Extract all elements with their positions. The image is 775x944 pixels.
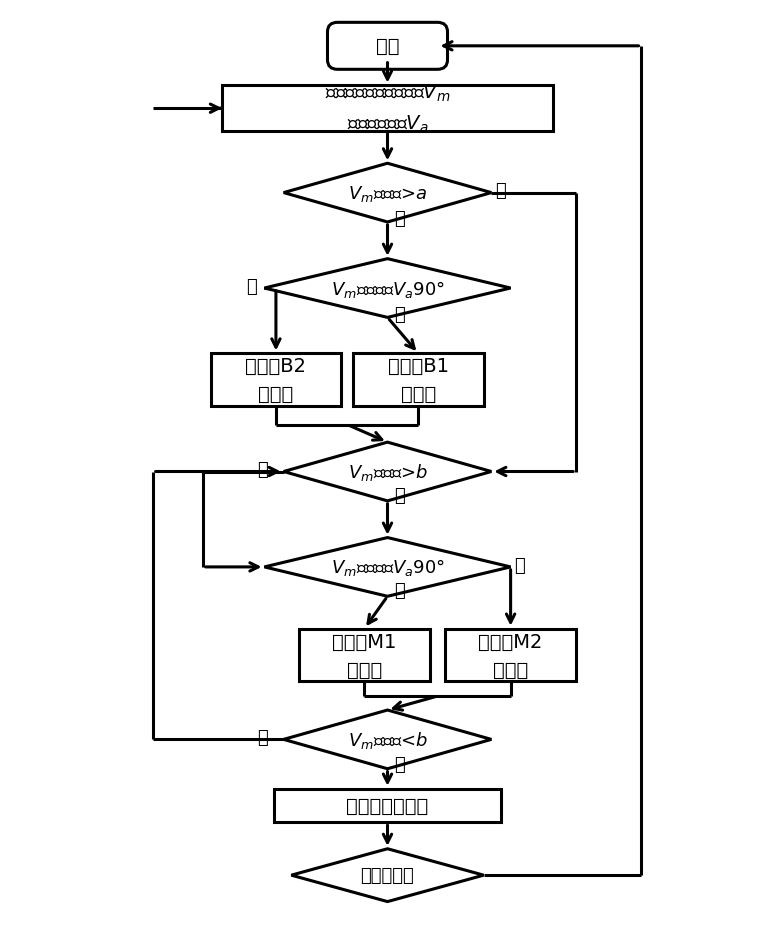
Text: 支撑梁B2
处修形: 支撑梁B2 处修形 [246, 357, 306, 404]
Text: 否: 否 [257, 461, 268, 479]
Text: 否: 否 [257, 729, 268, 747]
Polygon shape [264, 260, 511, 318]
Text: $V_m$峰峰值<$b$: $V_m$峰峰值<$b$ [348, 729, 427, 750]
Text: $V_m$相位超前$V_a$90°: $V_m$相位超前$V_a$90° [331, 557, 444, 578]
Text: 开始: 开始 [376, 37, 399, 57]
Text: 否: 否 [515, 556, 525, 574]
Bar [222, 86, 553, 132]
Text: 质量块M1
处修形: 质量块M1 处修形 [332, 632, 397, 679]
Text: $V_m$峰峰值>$b$: $V_m$峰峰值>$b$ [348, 462, 427, 482]
Polygon shape [284, 164, 491, 223]
Text: 下一个陀螺: 下一个陀螺 [360, 867, 415, 885]
Polygon shape [291, 849, 484, 902]
Polygon shape [264, 538, 511, 597]
Text: 是: 是 [394, 211, 405, 228]
Text: 测量模态耦合误差信号$V_m$
以及驱动信号$V_a$: 测量模态耦合误差信号$V_m$ 以及驱动信号$V_a$ [325, 83, 450, 135]
Text: $V_m$峰峰值>$a$: $V_m$峰峰值>$a$ [348, 183, 427, 203]
Text: $V_m$相位超前$V_a$90°: $V_m$相位超前$V_a$90° [331, 278, 444, 299]
Text: 是: 是 [394, 486, 405, 504]
Bar [353, 354, 484, 407]
Bar [299, 629, 430, 682]
Text: 否: 否 [246, 278, 257, 295]
Text: 是: 是 [394, 755, 405, 773]
Text: 质量块M2
处修形: 质量块M2 处修形 [478, 632, 542, 679]
FancyBboxPatch shape [328, 24, 447, 70]
Polygon shape [284, 710, 491, 769]
Text: 支撑梁B1
处修形: 支撑梁B1 处修形 [388, 357, 449, 404]
Text: 是: 是 [394, 305, 405, 324]
Polygon shape [284, 443, 491, 501]
Bar [445, 629, 576, 682]
Text: 是: 是 [394, 582, 405, 599]
Bar [274, 789, 501, 822]
Bar [211, 354, 341, 407]
Text: 该陀螺修形结束: 该陀螺修形结束 [346, 796, 429, 815]
Text: 否: 否 [495, 182, 506, 200]
